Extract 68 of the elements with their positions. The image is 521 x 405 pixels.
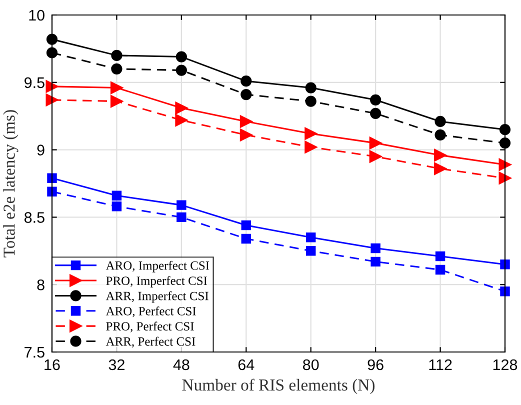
point [240, 128, 252, 142]
point [175, 114, 188, 126]
point [500, 286, 510, 296]
point [110, 95, 123, 108]
y-tick-label: 8.5 [24, 212, 44, 223]
x-tick-label: 96 [368, 359, 384, 370]
x-tick-label: 16 [44, 359, 60, 370]
x-tick-label: 64 [238, 359, 254, 370]
point [47, 186, 57, 196]
point [46, 94, 58, 106]
legend-label: ARO, Imperfect CSI [106, 260, 210, 272]
x-tick-label: 48 [173, 359, 190, 370]
y-tick-label: 8 [37, 279, 44, 290]
point [304, 127, 318, 140]
point [306, 232, 316, 242]
x-tick-label: 32 [108, 359, 124, 370]
y-axis-title: Total e2e latency (ms) [3, 110, 18, 258]
y-tick-label: 9 [37, 144, 44, 156]
point [175, 102, 188, 114]
point [434, 129, 446, 141]
point [499, 124, 511, 136]
x-tick-label: 112 [429, 359, 452, 370]
legend-label: PRO, Perfect CSI [106, 322, 194, 332]
point [369, 136, 382, 150]
x-axis-title: Number of RIS elements (N) [182, 378, 375, 394]
legend-label: ARR, Imperfect CSI [106, 291, 208, 303]
point [370, 256, 380, 267]
point [240, 75, 252, 87]
legend-label: PRO, Imperfect CSI [106, 276, 208, 288]
point [435, 264, 446, 275]
point [370, 108, 382, 119]
x-tick-label: 80 [303, 359, 319, 370]
y-tick-label: 10 [29, 10, 44, 21]
point [176, 51, 187, 62]
point [111, 50, 122, 61]
point [47, 173, 57, 183]
point [240, 115, 252, 128]
point [112, 190, 122, 200]
point [241, 234, 252, 244]
legend-label: ARO, Perfect CSI [106, 306, 196, 318]
point [434, 148, 447, 162]
point [305, 82, 316, 94]
point [435, 251, 446, 262]
y-tick-label: 7.5 [24, 347, 44, 358]
point [176, 200, 186, 210]
point [305, 96, 316, 107]
point [434, 116, 446, 128]
legend-label: ARR, Perfect CSI [106, 336, 196, 348]
point [500, 260, 510, 270]
point [110, 82, 123, 94]
point [304, 140, 318, 154]
point [176, 64, 187, 76]
point [112, 202, 122, 212]
y-tick-label: 9.5 [24, 77, 44, 88]
point [176, 212, 186, 222]
point [240, 88, 252, 100]
point [306, 246, 316, 256]
point [241, 220, 252, 230]
point [498, 158, 512, 171]
point [499, 138, 511, 149]
point [498, 172, 512, 184]
point [434, 162, 447, 175]
point [111, 63, 122, 74]
x-tick-label: 128 [493, 359, 518, 370]
point [46, 80, 58, 93]
point [370, 94, 382, 106]
point [370, 243, 380, 254]
point [369, 150, 382, 163]
